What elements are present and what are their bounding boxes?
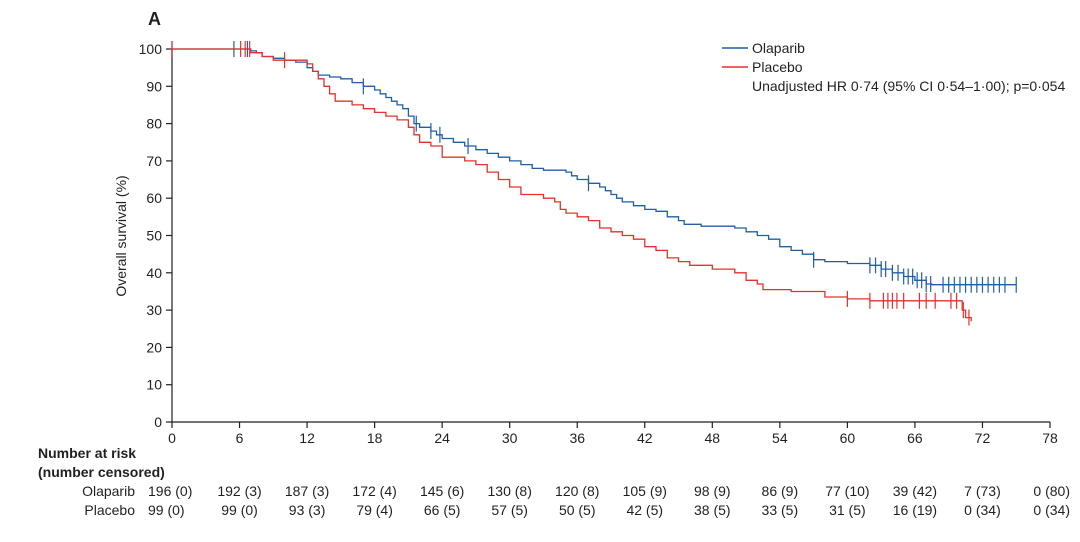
legend-label-placebo: Placebo	[752, 59, 803, 75]
risk-cell: 31 (5)	[829, 502, 866, 518]
y-axis-title: Overall survival (%)	[113, 175, 129, 296]
x-tick-label: 72	[975, 430, 991, 446]
curve-olaparib	[172, 48, 1017, 286]
y-tick-label: 80	[146, 116, 162, 132]
survival-curves	[171, 41, 1017, 326]
y-tick-label: 30	[146, 302, 162, 318]
risk-row-label-olaparib: Olaparib	[82, 483, 135, 499]
risk-cell: 172 (4)	[352, 483, 396, 499]
risk-table-subheading: (number censored)	[38, 464, 165, 480]
y-tick-label: 20	[146, 339, 162, 355]
y-tick-label: 100	[139, 41, 163, 57]
risk-cell: 192 (3)	[217, 483, 261, 499]
risk-cell: 33 (5)	[762, 502, 799, 518]
risk-cell: 7 (73)	[964, 483, 1001, 499]
risk-cell: 0 (80)	[1033, 483, 1070, 499]
risk-row-label-placebo: Placebo	[84, 502, 135, 518]
risk-cell: 187 (3)	[285, 483, 329, 499]
risk-cell: 145 (6)	[420, 483, 464, 499]
y-tick-label: 10	[146, 377, 162, 393]
y-tick-label: 0	[154, 414, 162, 430]
risk-cell: 66 (5)	[424, 502, 461, 518]
risk-cell: 77 (10)	[825, 483, 869, 499]
curve-placebo	[172, 48, 972, 322]
risk-cell: 57 (5)	[491, 502, 528, 518]
x-tick-label: 6	[236, 430, 244, 446]
x-tick-label: 24	[434, 430, 450, 446]
x-axis: 0 6 12 18 24 30 36 42 48 54 60 66 72 78	[168, 421, 1058, 446]
risk-table: Number at risk (number censored) Olapari…	[38, 445, 1070, 518]
x-tick-label: 0	[168, 430, 176, 446]
legend: Olaparib Placebo Unadjusted HR 0·74 (95%…	[722, 40, 1065, 94]
y-tick-label: 40	[146, 265, 162, 281]
risk-cell: 105 (9)	[623, 483, 667, 499]
risk-cell: 196 (0)	[148, 483, 192, 499]
risk-cell: 99 (0)	[148, 502, 185, 518]
y-tick-label: 90	[146, 78, 162, 94]
x-tick-label: 36	[569, 430, 585, 446]
risk-cell: 0 (34)	[964, 502, 1001, 518]
risk-cell: 98 (9)	[694, 483, 731, 499]
x-tick-label: 54	[772, 430, 788, 446]
risk-table-heading: Number at risk	[38, 445, 136, 461]
risk-cell: 39 (42)	[893, 483, 937, 499]
y-tick-label: 50	[146, 228, 162, 244]
x-tick-label: 18	[367, 430, 383, 446]
hazard-ratio-annotation: Unadjusted HR 0·74 (95% CI 0·54–1·00); p…	[752, 78, 1065, 94]
risk-cell: 93 (3)	[289, 502, 326, 518]
panel-label: A	[148, 9, 161, 29]
x-tick-label: 42	[637, 430, 653, 446]
x-tick-label: 66	[907, 430, 923, 446]
x-tick-label: 12	[299, 430, 315, 446]
x-tick-label: 30	[502, 430, 518, 446]
risk-cell: 86 (9)	[762, 483, 799, 499]
risk-cell: 120 (8)	[555, 483, 599, 499]
risk-cell: 16 (19)	[893, 502, 937, 518]
y-axis: 0 10 20 30 40 50 60 70 80 90 100	[139, 41, 173, 430]
legend-label-olaparib: Olaparib	[752, 40, 805, 56]
risk-cell: 79 (4)	[356, 502, 393, 518]
risk-cell: 38 (5)	[694, 502, 731, 518]
risk-cell: 50 (5)	[559, 502, 596, 518]
y-tick-label: 70	[146, 153, 162, 169]
risk-cell: 130 (8)	[488, 483, 532, 499]
risk-cell: 99 (0)	[221, 502, 258, 518]
risk-cell: 0 (34)	[1033, 502, 1070, 518]
x-tick-label: 60	[840, 430, 856, 446]
y-tick-label: 60	[146, 190, 162, 206]
x-tick-label: 78	[1042, 430, 1058, 446]
risk-cell: 42 (5)	[626, 502, 663, 518]
x-tick-label: 48	[705, 430, 721, 446]
